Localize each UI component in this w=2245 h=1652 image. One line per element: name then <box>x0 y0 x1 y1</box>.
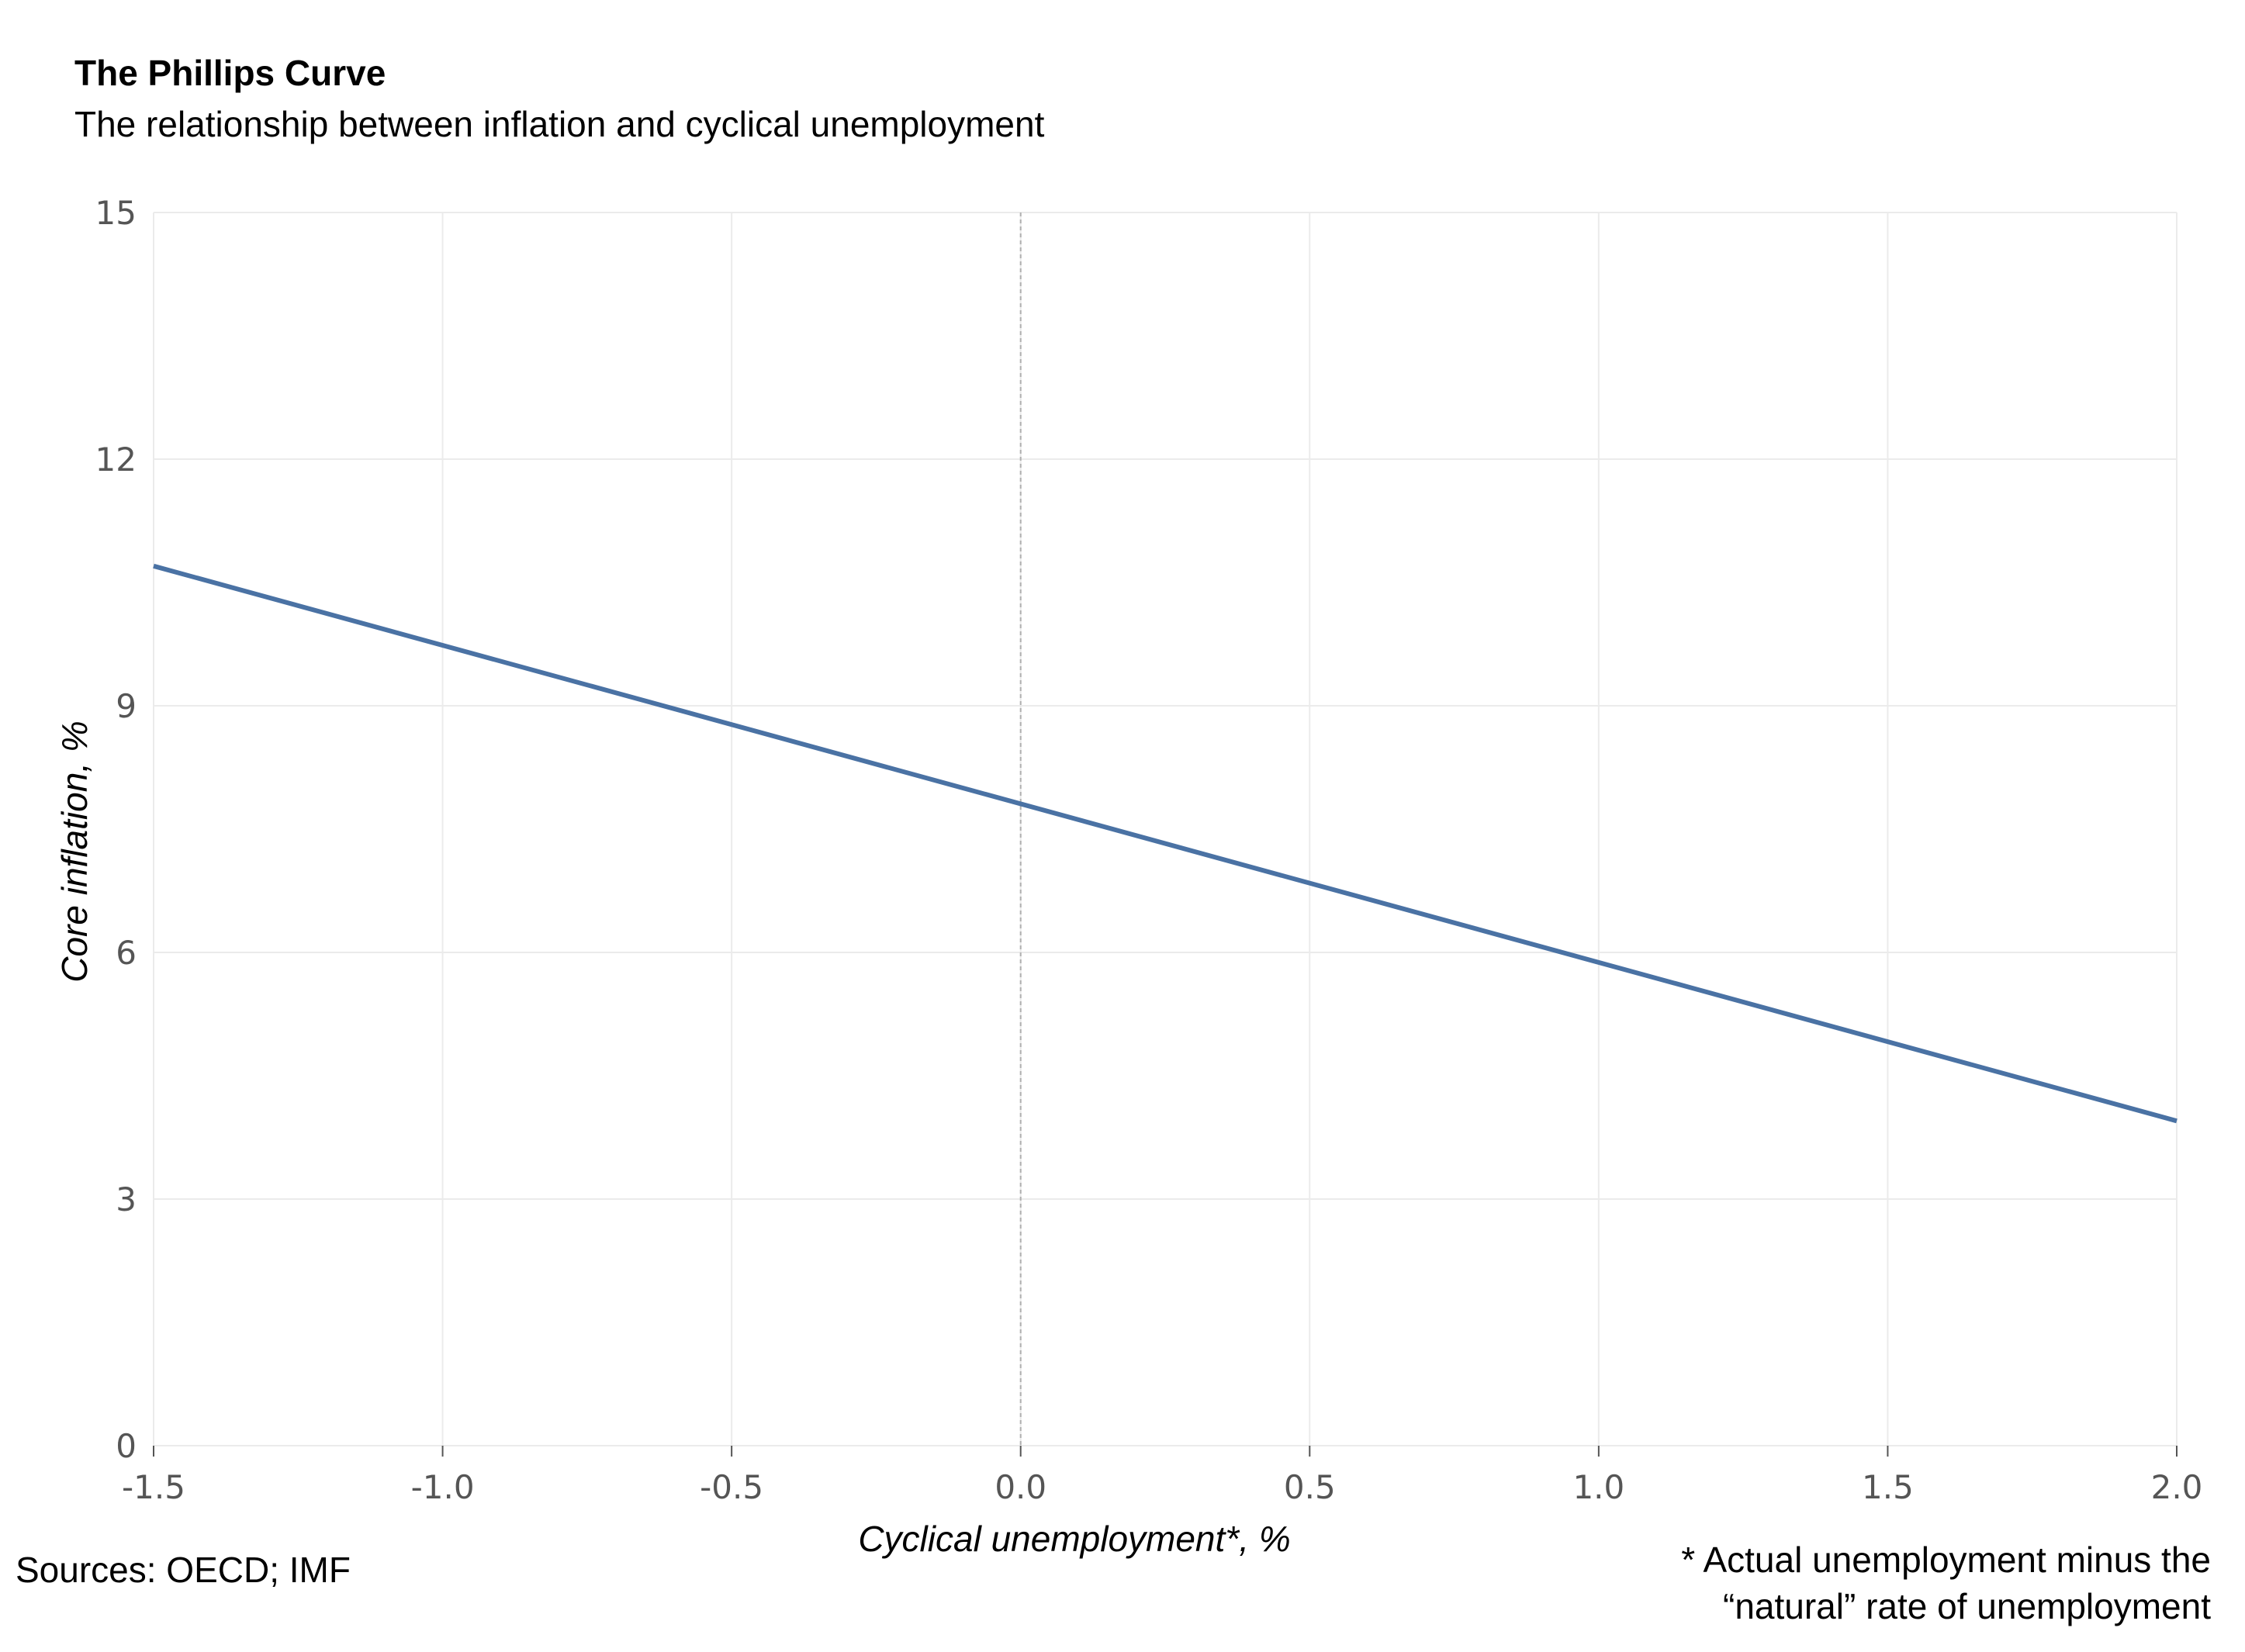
chart-subtitle: The relationship between inflation and c… <box>74 104 1045 144</box>
footnote-line-1: * Actual unemployment minus the <box>1681 1540 2211 1580</box>
x-tick-label: -0.5 <box>700 1468 763 1506</box>
y-tick-label: 0 <box>116 1427 137 1465</box>
x-tick-label: 0.0 <box>995 1468 1046 1506</box>
phillips-curve-line <box>153 563 2178 1124</box>
y-tick-label: 9 <box>116 687 137 725</box>
y-tick-label: 6 <box>116 934 137 972</box>
x-axis-ticks: -1.5 -1.0 -0.5 0.0 0.5 1.0 1.5 2.0 <box>122 1446 2202 1506</box>
x-axis-title: Cyclical unemployment*, % <box>858 1519 1290 1559</box>
x-tick-label: -1.0 <box>411 1468 475 1506</box>
x-tick-label: 1.0 <box>1572 1468 1624 1506</box>
sources-note: Sources: OECD; IMF <box>16 1550 351 1590</box>
chart-title: The Phillips Curve <box>74 53 386 93</box>
x-tick-label: 2.0 <box>2151 1468 2203 1506</box>
series-layer <box>153 563 2178 1124</box>
x-tick-label: 1.5 <box>1862 1468 1914 1506</box>
y-axis-title: Core inflation, % <box>54 721 95 983</box>
x-tick-label: -1.5 <box>122 1468 185 1506</box>
y-axis-ticks: 0 3 6 9 12 15 <box>95 194 137 1465</box>
footnote-line-2: “natural” rate of unemployment <box>1723 1586 2211 1626</box>
y-tick-label: 12 <box>95 441 137 479</box>
gridlines <box>153 212 2178 1446</box>
x-tick-label: 0.5 <box>1284 1468 1336 1506</box>
y-tick-label: 15 <box>95 194 137 232</box>
y-tick-label: 3 <box>116 1180 137 1218</box>
